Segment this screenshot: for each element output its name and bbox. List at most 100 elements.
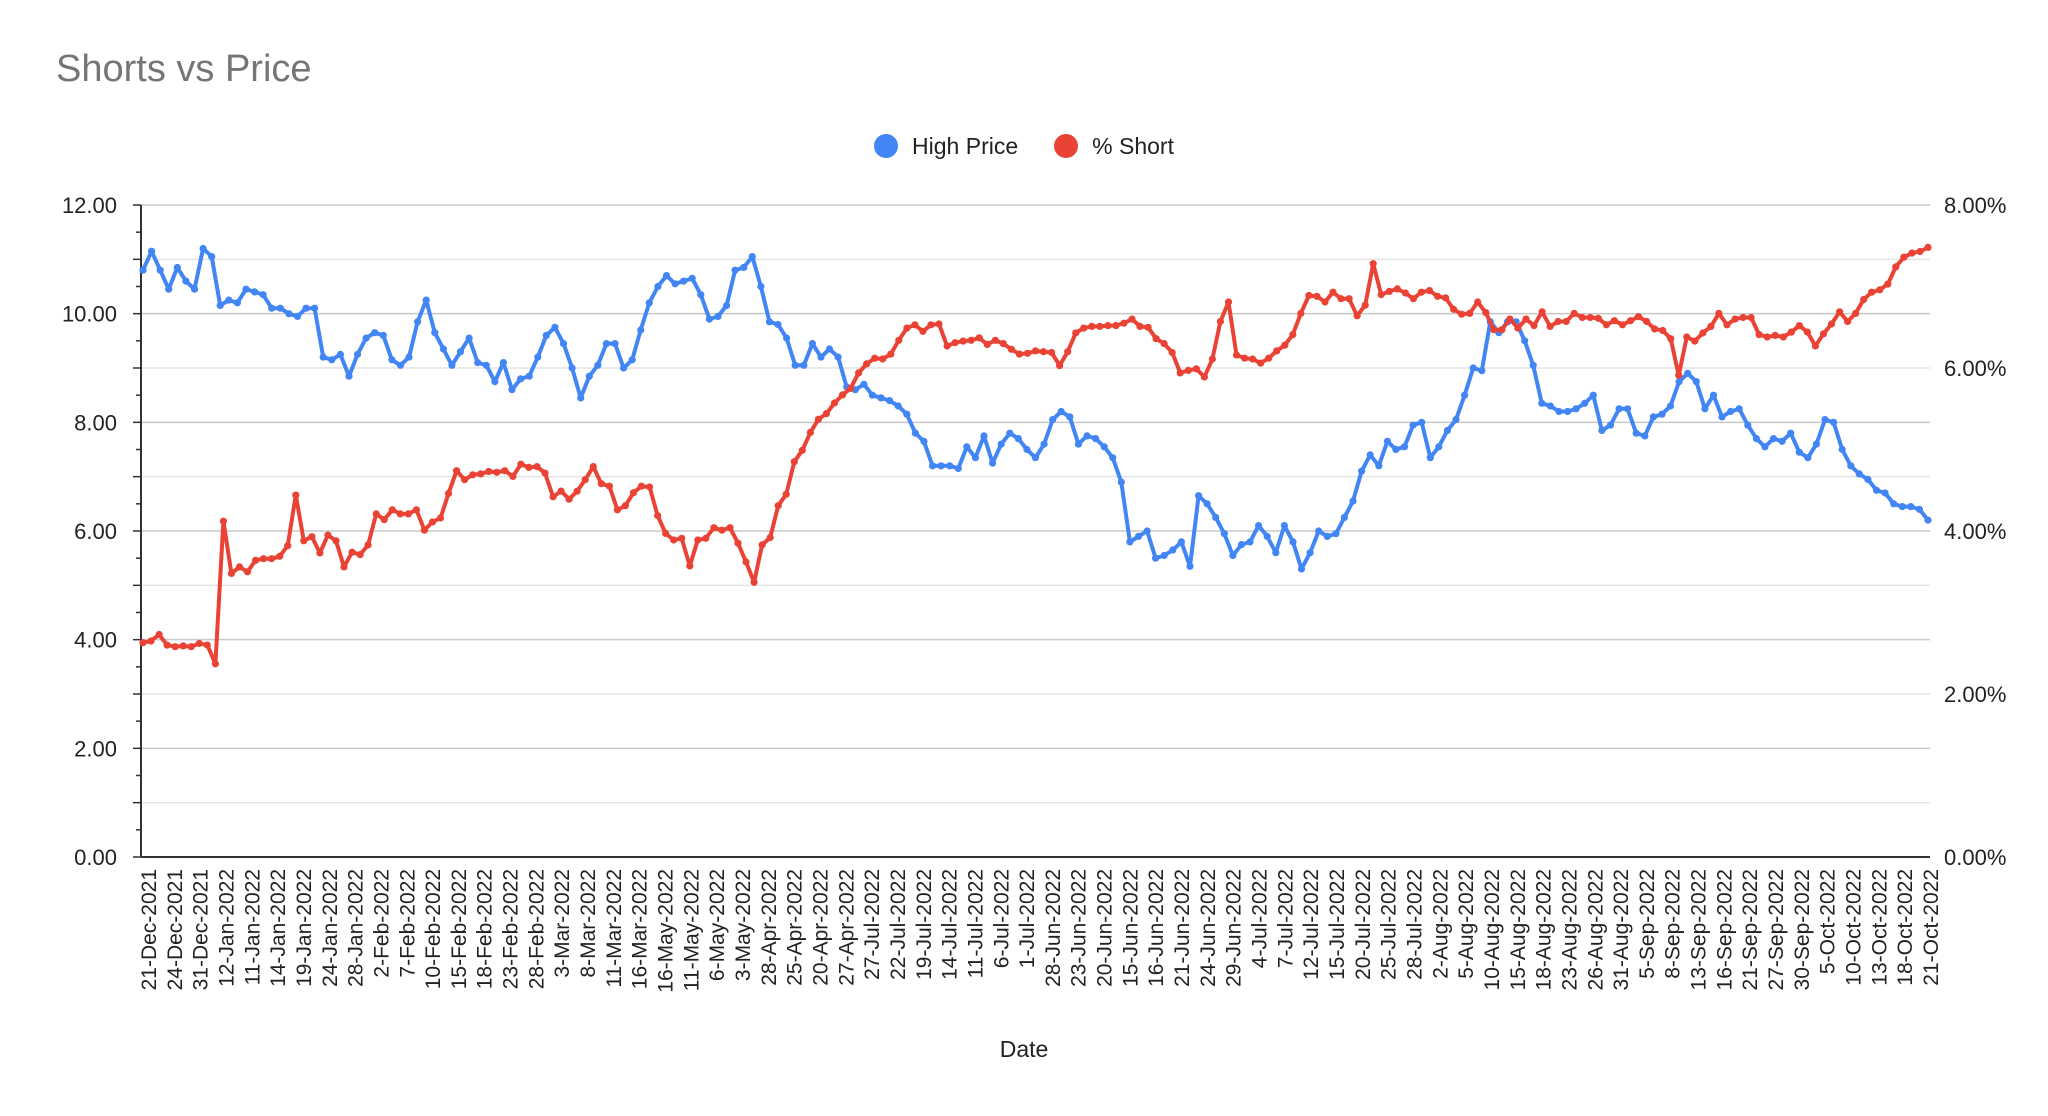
data-point-high-price [165, 285, 173, 293]
data-point-high-price [611, 340, 619, 348]
y-tick-label-left: 12.00 [62, 193, 117, 218]
data-point-short [1361, 301, 1369, 309]
data-point-high-price [1847, 462, 1855, 470]
data-point-short [179, 642, 187, 650]
data-point-short [613, 506, 622, 514]
x-tick-label: 13-Oct-2022 [1868, 869, 1891, 986]
x-tick-label: 26-Aug-2022 [1584, 869, 1607, 990]
data-point-short [967, 336, 975, 344]
data-point-short [203, 641, 211, 649]
data-point-high-price [1469, 364, 1477, 372]
data-point-short [838, 391, 847, 399]
data-point-high-price [1855, 470, 1863, 478]
y-tick-label-left: 4.00 [74, 628, 117, 653]
data-point-short [517, 460, 525, 468]
data-point-high-price [1340, 513, 1348, 522]
data-point-high-price [1014, 435, 1022, 443]
data-point-short [1200, 373, 1208, 381]
data-point-high-price [1838, 445, 1846, 454]
data-point-short [1039, 348, 1048, 356]
data-point-short [211, 660, 219, 668]
data-point-high-price [1246, 538, 1254, 546]
data-point-short [646, 483, 654, 491]
data-point-short [1715, 309, 1723, 317]
data-point-high-price [1744, 421, 1752, 429]
data-point-short [308, 533, 316, 541]
data-point-high-price [319, 353, 327, 361]
x-tick-label: 28-Jan-2022 [345, 869, 368, 987]
data-point-short [1546, 322, 1554, 330]
data-point-short [1345, 295, 1353, 303]
x-tick-label: 21-Dec-2021 [138, 869, 161, 990]
data-point-high-price [1821, 416, 1829, 424]
data-point-short [171, 643, 179, 651]
data-point-short [1651, 325, 1659, 333]
data-point-high-price [1478, 367, 1486, 375]
data-point-high-price [422, 296, 430, 304]
data-point-short [195, 639, 203, 648]
data-point-short [1216, 317, 1224, 326]
x-tick-label: 28-Jul-2022 [1403, 869, 1426, 980]
data-point-short [155, 630, 163, 639]
data-point-high-price [1074, 440, 1082, 448]
x-tick-label: 20-Apr-2022 [809, 869, 832, 986]
data-point-short [895, 336, 903, 344]
x-tick-label: 21-Jun-2022 [1171, 869, 1194, 987]
data-point-high-price [825, 345, 834, 353]
data-point-short [750, 578, 758, 586]
y-tick-label-left: 0.00 [74, 845, 117, 870]
data-point-high-price [1589, 391, 1597, 399]
data-point-short [798, 446, 806, 454]
data-point-high-price [311, 304, 319, 312]
data-point-high-price [1375, 462, 1383, 470]
data-point-high-price [1538, 399, 1546, 407]
data-point-high-price [911, 429, 920, 437]
data-point-high-price [293, 312, 302, 320]
data-point-high-price [1787, 429, 1795, 437]
x-tick-label: 8-Mar-2022 [577, 869, 600, 978]
data-point-high-price [1641, 432, 1649, 440]
data-point-high-price [637, 326, 645, 334]
data-point-high-price [1169, 546, 1177, 554]
data-point-high-price [336, 350, 344, 358]
data-point-high-price [585, 372, 593, 380]
data-point-high-price [1409, 421, 1417, 429]
data-point-high-price [997, 440, 1005, 448]
data-point-high-price [1658, 410, 1666, 418]
data-point-short [1570, 309, 1578, 317]
data-point-short [1739, 313, 1747, 322]
x-tick-label: 15-Feb-2022 [448, 869, 471, 989]
data-point-high-price [723, 301, 731, 310]
data-point-high-price [559, 340, 568, 348]
data-point-short [1088, 322, 1096, 330]
x-tick-label: 2-Feb-2022 [370, 869, 393, 978]
data-point-short [1594, 314, 1602, 322]
data-point-short [863, 360, 871, 368]
data-point-short [1852, 309, 1860, 317]
data-point-short [372, 510, 380, 518]
data-point-high-price [465, 334, 473, 342]
data-point-high-price [1778, 437, 1786, 445]
data-point-short [1667, 335, 1675, 343]
data-point-short [1610, 317, 1618, 325]
x-tick-label: 16-Mar-2022 [629, 869, 652, 989]
x-tick-label: 31-Dec-2021 [190, 869, 213, 990]
data-point-short [1192, 365, 1200, 373]
data-point-short [469, 471, 477, 479]
data-point-high-price [216, 301, 224, 310]
x-tick-label: 3-Mar-2022 [551, 869, 574, 978]
data-point-high-price [1109, 454, 1117, 462]
data-point-short [734, 539, 742, 547]
x-tick-label: 10-Oct-2022 [1843, 869, 1866, 986]
y-tick-label-left: 10.00 [62, 302, 117, 327]
data-point-short [589, 463, 597, 471]
data-point-high-price [774, 320, 782, 329]
data-point-high-price [860, 380, 868, 388]
x-tick-label: 8-Sep-2022 [1662, 869, 1685, 979]
legend-item-high-price[interactable]: High Price [874, 133, 1018, 160]
legend-item-short[interactable]: % Short [1054, 133, 1174, 160]
data-point-short [380, 516, 388, 524]
data-point-short [1836, 308, 1844, 316]
data-point-short [1586, 313, 1594, 322]
x-tick-label: 19-Jul-2022 [913, 869, 936, 980]
